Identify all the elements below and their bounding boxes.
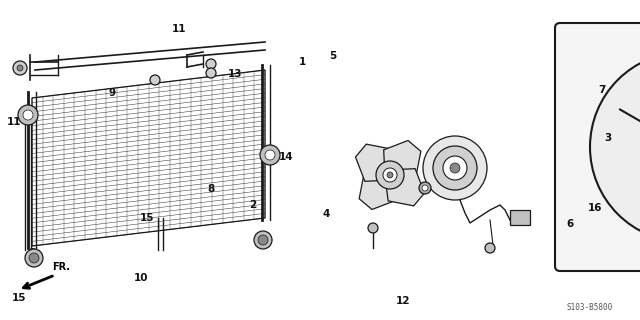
Polygon shape (355, 144, 394, 181)
Text: 15: 15 (140, 212, 154, 223)
FancyBboxPatch shape (555, 23, 640, 271)
Text: 11: 11 (7, 116, 21, 127)
Circle shape (419, 182, 431, 194)
Circle shape (383, 168, 397, 182)
Polygon shape (385, 169, 424, 206)
Polygon shape (359, 171, 396, 210)
Text: 6: 6 (566, 219, 573, 229)
Circle shape (17, 65, 23, 71)
Text: 13: 13 (228, 68, 243, 79)
Text: FR.: FR. (52, 262, 70, 272)
Bar (510, 210, 530, 225)
Text: 11: 11 (172, 24, 186, 34)
Text: 14: 14 (279, 152, 293, 162)
Text: 16: 16 (588, 203, 602, 213)
Circle shape (206, 59, 216, 69)
Circle shape (376, 161, 404, 189)
Text: 3: 3 (604, 132, 612, 143)
Circle shape (485, 243, 495, 253)
Circle shape (25, 249, 43, 267)
Circle shape (23, 110, 33, 120)
Circle shape (443, 156, 467, 180)
Circle shape (206, 68, 216, 78)
Text: 9: 9 (108, 88, 116, 98)
Text: 15: 15 (12, 292, 26, 303)
Text: S103-B5800: S103-B5800 (567, 303, 613, 313)
Text: 12: 12 (396, 296, 410, 306)
Circle shape (450, 163, 460, 173)
Text: 4: 4 (323, 209, 330, 220)
Circle shape (13, 61, 27, 75)
Circle shape (368, 223, 378, 233)
Text: 7: 7 (598, 84, 605, 95)
Circle shape (29, 253, 39, 263)
Circle shape (433, 146, 477, 190)
Text: 1: 1 (298, 57, 306, 68)
Circle shape (590, 52, 640, 242)
Circle shape (265, 150, 275, 160)
Text: 5: 5 (329, 51, 337, 61)
Text: 2: 2 (249, 200, 257, 210)
Circle shape (150, 75, 160, 85)
Circle shape (422, 185, 428, 191)
Text: 8: 8 (207, 184, 215, 194)
Circle shape (423, 136, 487, 200)
Polygon shape (32, 70, 265, 246)
Text: 8: 8 (28, 248, 36, 258)
Circle shape (387, 172, 393, 178)
Circle shape (260, 145, 280, 165)
Circle shape (254, 231, 272, 249)
Circle shape (258, 235, 268, 245)
Text: 10: 10 (134, 273, 148, 284)
Circle shape (18, 105, 38, 125)
Polygon shape (384, 140, 421, 180)
